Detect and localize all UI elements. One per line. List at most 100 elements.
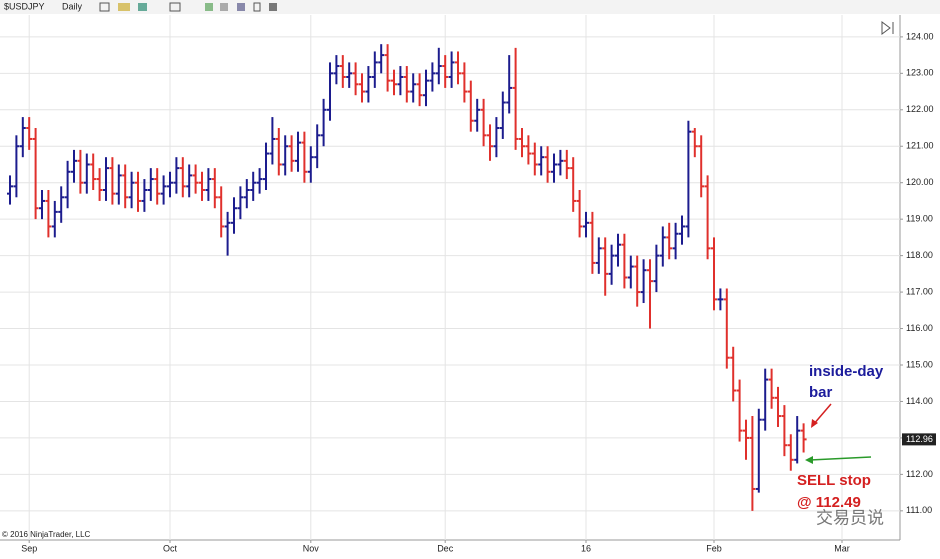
ohlc-bar xyxy=(723,288,730,369)
ohlc-bar xyxy=(730,346,737,402)
ohlc-bar xyxy=(346,62,353,88)
ohlc-bar xyxy=(237,186,244,220)
ohlc-bar xyxy=(301,131,308,183)
y-tick-label: 116.00 xyxy=(906,323,933,333)
toolbar-icon[interactable] xyxy=(169,2,181,12)
ohlc-bar xyxy=(512,47,519,150)
annotation: SELL stop xyxy=(797,472,871,489)
ohlc-bar xyxy=(775,386,781,427)
x-tick-label: Dec xyxy=(437,543,454,553)
ohlc-bar xyxy=(570,157,577,212)
ohlc-bar xyxy=(423,69,429,107)
ohlc-bar xyxy=(32,128,39,220)
toolbar-icon[interactable] xyxy=(118,3,130,11)
ohlc-bar xyxy=(77,149,84,194)
ohlc-bar xyxy=(103,157,109,201)
ohlc-bar xyxy=(557,149,564,176)
ohlc-bar xyxy=(589,211,596,274)
ohlc-bar xyxy=(186,164,193,198)
ohlc-bar xyxy=(755,408,762,493)
toolbar-icon[interactable] xyxy=(253,2,261,12)
ohlc-bar xyxy=(218,186,225,238)
ohlc-bar xyxy=(256,168,263,194)
arrow-line xyxy=(812,403,832,426)
ohlc-bar xyxy=(602,237,609,296)
ohlc-bar xyxy=(83,153,90,194)
toolbar-bg xyxy=(0,0,940,14)
y-tick-label: 123.00 xyxy=(906,68,934,78)
ohlc-bar xyxy=(538,146,545,176)
ohlc-bar xyxy=(26,117,33,150)
scroll-end-icon[interactable] xyxy=(881,21,894,35)
ohlc-bar xyxy=(199,171,205,201)
ohlc-bar xyxy=(141,179,148,212)
ohlc-bar xyxy=(51,200,58,238)
ohlc-bar xyxy=(499,91,506,139)
ohlc-bar xyxy=(647,259,653,329)
ohlc-bar xyxy=(653,244,660,293)
symbol[interactable]: $USDJPY xyxy=(4,1,45,11)
ohlc-bar xyxy=(128,171,135,209)
ohlc-bar xyxy=(307,146,314,183)
ohlc-bar xyxy=(192,164,199,194)
ohlc-bar xyxy=(282,135,289,176)
ohlc-bar xyxy=(576,190,583,238)
annotation: @ 112.49 xyxy=(797,494,861,511)
toolbar-icon[interactable] xyxy=(269,3,277,11)
ohlc-bar xyxy=(13,135,20,198)
ohlc-bar xyxy=(634,255,641,307)
ohlc-bar xyxy=(173,157,180,194)
ohlc-bar xyxy=(39,190,45,220)
ohlc-bar xyxy=(314,124,321,169)
y-tick-label: 120.00 xyxy=(906,177,934,187)
y-tick-label: 112.00 xyxy=(906,469,933,479)
ohlc-bar xyxy=(147,168,154,201)
ohlc-bar xyxy=(749,416,756,511)
ohlc-bar xyxy=(583,211,589,238)
ohlc-bar xyxy=(736,379,743,442)
ohlc-bar xyxy=(711,237,717,311)
arrow xyxy=(811,403,832,428)
ohlc-bar xyxy=(794,416,801,464)
ohlc-bar xyxy=(295,131,301,172)
x-tick-label: Mar xyxy=(834,543,850,553)
ohlc-bar xyxy=(640,259,647,304)
interval[interactable]: Daily xyxy=(62,1,83,11)
ohlc-bar xyxy=(455,51,461,85)
y-tick-label: 115.00 xyxy=(906,359,933,369)
ohlc-bar xyxy=(551,153,557,183)
ohlc-bar xyxy=(391,69,397,96)
ohlc-bar xyxy=(64,160,71,209)
ohlc-bar xyxy=(365,66,372,103)
ohlc-bar xyxy=(320,98,327,147)
ohlc-bar xyxy=(7,175,13,205)
toolbar-icon[interactable] xyxy=(138,3,147,11)
ohlc-bar xyxy=(231,197,237,234)
toolbar-icon[interactable] xyxy=(220,3,228,11)
y-tick-label: 119.00 xyxy=(906,214,933,224)
arrow-head xyxy=(805,456,813,464)
ohlc-bar xyxy=(762,368,769,431)
ohlc-bar xyxy=(531,142,538,176)
ohlc-bar xyxy=(698,135,705,198)
ohlc-bar xyxy=(45,190,52,238)
axis-labels: 111.00112.00113.00114.00115.00116.00117.… xyxy=(21,31,936,553)
ohlc-bar xyxy=(359,73,365,103)
ohlc-bar xyxy=(685,120,692,238)
toolbar-icon[interactable] xyxy=(237,3,245,11)
ohlc-bar xyxy=(115,164,122,205)
ohlc-bar xyxy=(90,153,97,190)
price-marker-label: 112.96 xyxy=(906,434,933,444)
toolbar-icon[interactable] xyxy=(99,2,110,12)
ohlc-bar xyxy=(800,423,807,453)
y-tick-label: 114.00 xyxy=(906,396,933,406)
y-tick-label: 111.00 xyxy=(906,505,932,515)
ohlc-bar xyxy=(474,98,481,132)
ohlc-bar xyxy=(768,368,775,409)
ohlc-bar xyxy=(339,55,346,88)
toolbar-icon[interactable] xyxy=(205,3,213,11)
ohlc-bar xyxy=(621,233,628,289)
ohlc-bar xyxy=(288,135,295,172)
ohlc-bar xyxy=(416,73,423,107)
ohlc-bar xyxy=(371,51,378,88)
